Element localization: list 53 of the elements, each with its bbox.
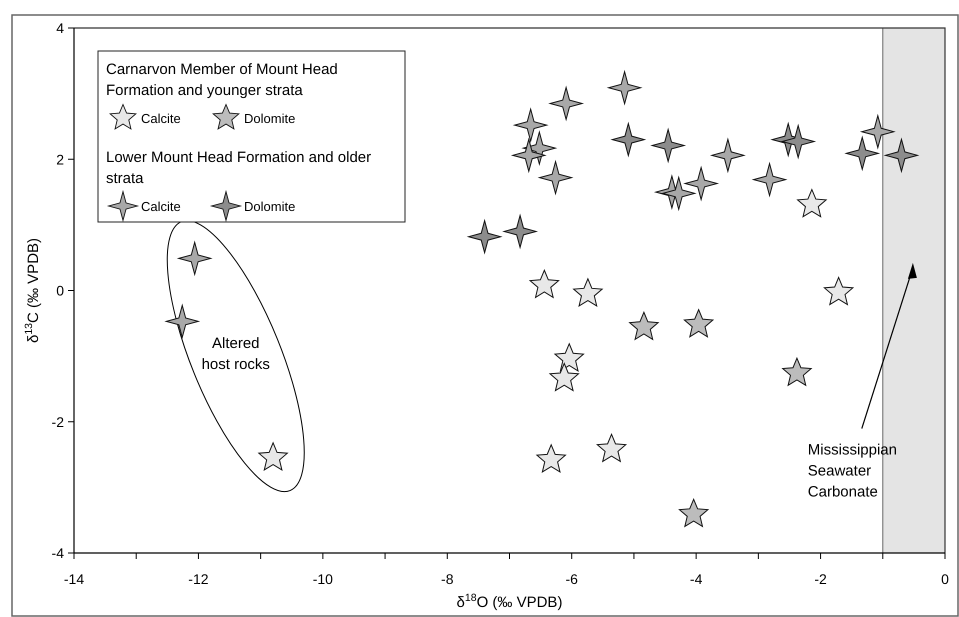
point [629,312,659,340]
x-tick-label: -2 [814,571,828,587]
point [573,278,603,306]
point [596,434,626,462]
point [782,358,812,386]
point [824,276,854,306]
point [662,176,696,210]
point [608,71,642,104]
y-tick-label: 0 [56,282,64,298]
point [166,304,199,338]
point [512,138,546,172]
point [797,189,827,218]
point [536,444,566,472]
x-axis-title: δ$^{18}$O (‰ VPDB) [456,592,562,611]
point [554,343,584,372]
point [612,123,645,156]
point [258,442,288,470]
annotation: Carnarvon Member of Mount Head Formation and younger strata [106,61,338,99]
legend-label: Calcite [141,199,181,214]
point [753,163,786,196]
point [884,138,918,172]
annotation: Altered host rocks [202,335,270,374]
y-tick-label: -4 [52,545,64,561]
point [549,362,580,392]
x-tick-label: -10 [312,571,334,587]
legend-label: Dolomite [244,111,296,126]
y-tick-label: -2 [52,414,64,430]
point [652,128,685,162]
point [530,270,560,298]
x-tick-label: -12 [188,571,209,587]
legend-label: Dolomite [244,199,296,214]
point [782,125,815,158]
x-tick-label: -14 [64,571,84,587]
legend-label: Calcite [141,111,181,126]
x-tick-label: -8 [441,571,454,587]
point [504,214,537,248]
point [514,108,548,142]
point [684,309,714,338]
x-tick-label: 0 [941,571,950,587]
point [550,86,583,120]
y-tick-label: 4 [56,20,64,36]
x-tick-label: -4 [690,571,703,587]
annotation: Lower Mount Head Formation and older strata [106,149,372,187]
x-tick-label: -6 [565,571,578,587]
point [684,167,718,200]
point [539,161,572,194]
point [678,498,708,527]
point [846,136,879,170]
y-tick-label: 2 [56,151,64,168]
point [178,242,212,275]
point [861,115,894,148]
point [468,220,502,254]
point [711,138,744,172]
